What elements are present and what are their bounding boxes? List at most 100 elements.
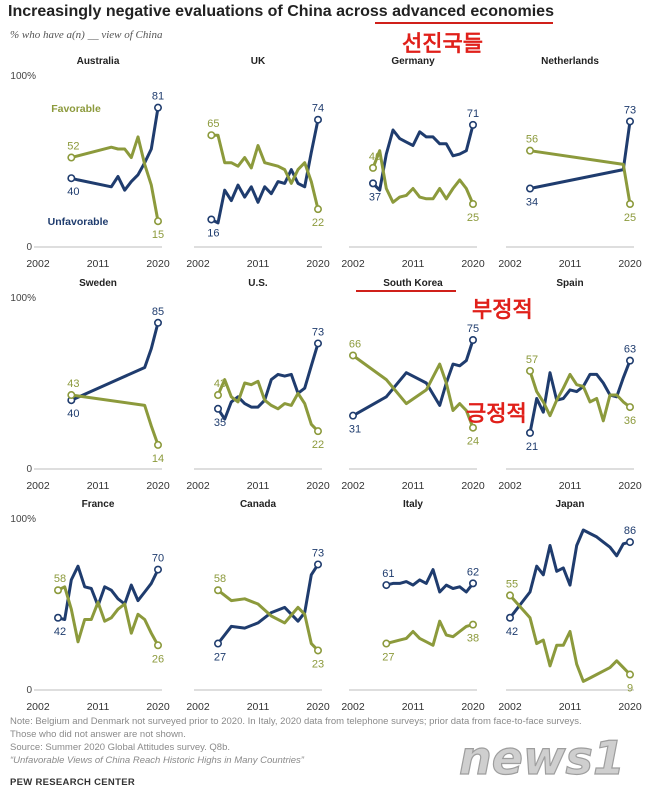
panel-title-japan: Japan — [556, 499, 585, 510]
point-start-unfavorable-u-s — [214, 404, 223, 413]
x-tick-2002-italy: 2002 — [341, 701, 365, 713]
data-label-end-unfavorable-south-korea: 75 — [467, 323, 479, 335]
point-end-favorable-australia — [154, 217, 163, 226]
series-line-unfavorable-australia — [69, 106, 160, 192]
x-tick-2011-netherlands: 2011 — [559, 258, 582, 270]
y-tick-100-australia: 100% — [10, 71, 36, 82]
x-tick-2020-france: 2020 — [146, 701, 170, 713]
data-label-start-favorable-south-korea: 66 — [349, 338, 361, 350]
data-label-end-unfavorable-canada: 73 — [312, 547, 324, 559]
x-tick-2020-canada: 2020 — [306, 701, 330, 713]
panel-title-france: France — [82, 499, 115, 510]
note-line-3: Source: Summer 2020 Global Attitudes sur… — [10, 742, 231, 753]
data-label-end-favorable-canada: 23 — [312, 658, 324, 670]
data-label-end-favorable-japan: 9 — [627, 683, 633, 695]
x-tick-2002-netherlands: 2002 — [498, 258, 522, 270]
x-tick-2002-u-s: 2002 — [186, 480, 210, 492]
x-tick-2011-u-s: 2011 — [247, 480, 270, 492]
highlight-underline-title — [375, 22, 553, 24]
point-start-favorable-u-s — [214, 391, 223, 400]
data-label-start-favorable-sweden: 43 — [67, 378, 79, 390]
series-line-unfavorable-sweden — [69, 321, 160, 402]
point-end-favorable-germany — [468, 200, 477, 209]
data-label-start-favorable-netherlands: 56 — [526, 134, 538, 146]
chart-title: Increasingly negative evaluations of Chi… — [8, 3, 554, 20]
point-end-favorable-france — [154, 641, 163, 650]
data-label-end-favorable-u-s: 22 — [312, 439, 324, 451]
data-label-end-unfavorable-sweden: 85 — [152, 306, 164, 318]
data-label-start-unfavorable-sweden: 40 — [67, 408, 79, 420]
x-tick-2002-canada: 2002 — [186, 701, 210, 713]
x-tick-2011-uk: 2011 — [247, 258, 270, 270]
series-line-favorable-spain — [528, 369, 632, 423]
data-label-end-unfavorable-spain: 63 — [624, 344, 636, 356]
news1-watermark-logo: news1 — [458, 730, 625, 785]
x-tick-2011-france: 2011 — [87, 701, 110, 713]
data-label-start-unfavorable-spain: 21 — [526, 441, 538, 453]
x-tick-2002-australia: 2002 — [26, 258, 50, 270]
point-start-favorable-japan — [505, 591, 514, 600]
data-label-start-favorable-spain: 57 — [526, 354, 538, 366]
series-line-favorable-u-s — [216, 378, 320, 433]
series-line-unfavorable-netherlands — [528, 119, 632, 190]
point-end-unfavorable-italy — [468, 579, 477, 588]
point-end-unfavorable-france — [154, 565, 163, 574]
data-label-end-favorable-sweden: 14 — [152, 453, 164, 465]
point-start-unfavorable-south-korea — [348, 411, 357, 420]
data-label-end-favorable-spain: 36 — [624, 415, 636, 427]
data-label-end-favorable-south-korea: 24 — [467, 436, 479, 448]
point-end-favorable-spain — [625, 403, 634, 412]
point-end-favorable-sweden — [154, 440, 163, 449]
note-line-4: “Unfavorable Views of China Reach Histor… — [10, 755, 304, 766]
x-tick-2011-italy: 2011 — [402, 701, 425, 713]
series-label-favorable: Favorable — [51, 103, 101, 115]
x-tick-2011-japan: 2011 — [559, 701, 582, 713]
point-start-favorable-uk — [207, 131, 216, 140]
data-label-start-unfavorable-france: 42 — [54, 626, 66, 638]
panel-title-uk: UK — [251, 56, 266, 67]
point-end-unfavorable-u-s — [313, 339, 322, 348]
series-label-unfavorable: Unfavorable — [48, 216, 109, 228]
series-line-unfavorable-spain — [528, 359, 632, 435]
point-end-unfavorable-japan — [625, 538, 634, 547]
note-line-2: Those who did not answer are not shown. — [10, 729, 186, 740]
data-label-start-favorable-canada: 58 — [214, 573, 226, 585]
highlight-underline-south-korea — [356, 290, 456, 292]
x-tick-2011-spain: 2011 — [559, 480, 582, 492]
x-tick-2011-sweden: 2011 — [87, 480, 110, 492]
data-label-end-unfavorable-netherlands: 73 — [624, 104, 636, 116]
point-end-unfavorable-south-korea — [468, 335, 477, 344]
data-label-start-unfavorable-uk: 16 — [207, 227, 219, 239]
x-tick-2002-germany: 2002 — [341, 258, 365, 270]
x-tick-2002-sweden: 2002 — [26, 480, 50, 492]
source-org: PEW RESEARCH CENTER — [10, 777, 135, 788]
point-start-favorable-france — [53, 586, 62, 595]
data-label-start-unfavorable-south-korea: 31 — [349, 424, 361, 436]
data-label-end-unfavorable-u-s: 73 — [312, 326, 324, 338]
data-label-start-favorable-australia: 52 — [67, 141, 79, 153]
series-line-favorable-japan — [508, 593, 632, 683]
point-start-favorable-germany — [368, 163, 377, 172]
x-tick-2020-uk: 2020 — [306, 258, 330, 270]
series-line-unfavorable-italy — [384, 568, 475, 594]
x-tick-2020-italy: 2020 — [461, 701, 485, 713]
point-end-unfavorable-australia — [154, 103, 163, 112]
x-tick-2020-sweden: 2020 — [146, 480, 170, 492]
x-tick-2020-germany: 2020 — [461, 258, 485, 270]
data-label-end-favorable-germany: 25 — [467, 212, 479, 224]
point-start-favorable-south-korea — [348, 351, 357, 360]
data-label-end-unfavorable-germany: 71 — [467, 108, 479, 120]
point-end-favorable-south-korea — [468, 423, 477, 432]
y-tick-0-australia: 0 — [26, 242, 32, 253]
watermark-text: news1 — [459, 731, 625, 785]
data-label-end-unfavorable-uk: 74 — [312, 103, 324, 115]
point-end-favorable-canada — [313, 646, 322, 655]
point-end-unfavorable-netherlands — [625, 117, 634, 126]
point-end-favorable-italy — [468, 620, 477, 629]
panel-title-south-korea: South Korea — [383, 278, 443, 289]
data-label-start-favorable-uk: 65 — [207, 118, 219, 130]
series-line-unfavorable-germany — [371, 123, 475, 192]
point-end-unfavorable-canada — [313, 560, 322, 569]
x-tick-2020-japan: 2020 — [618, 701, 642, 713]
series-line-favorable-canada — [216, 588, 320, 652]
